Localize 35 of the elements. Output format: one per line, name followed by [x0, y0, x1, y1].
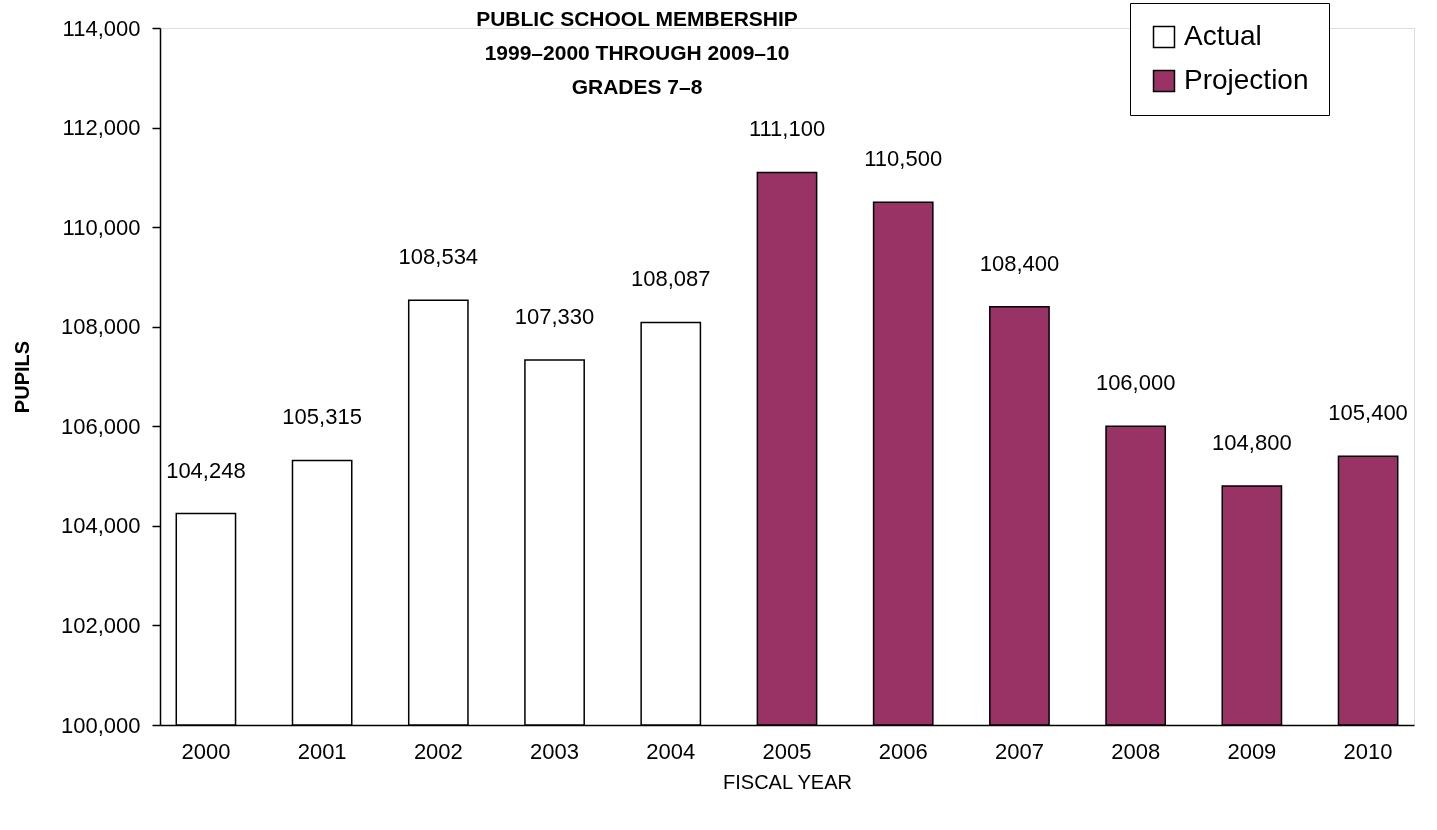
x-tick-label: 2007 — [994, 738, 1044, 764]
x-tick-label: 2006 — [878, 738, 928, 764]
y-axis-title: PUPILS — [10, 340, 33, 414]
x-tick-label: 2004 — [646, 738, 696, 764]
data-label: 104,248 — [166, 457, 246, 483]
x-tick-label: 2001 — [297, 738, 347, 764]
legend-label: Actual — [1184, 20, 1262, 51]
data-label: 108,087 — [631, 266, 711, 292]
x-tick-label: 2000 — [181, 738, 231, 764]
data-label: 105,400 — [1328, 400, 1408, 426]
y-tick-label: 104,000 — [60, 513, 141, 539]
x-tick-label: 2009 — [1227, 738, 1277, 764]
x-tick-label: 2005 — [762, 738, 812, 764]
text: PUBLIC SCHOOL MEMBERSHIP 1999–2000 THROUGH 2009–10 GRADES 7–8 — [476, 6, 798, 98]
data-label: 104,800 — [1212, 430, 1292, 456]
data-label: 111,100 — [748, 116, 826, 142]
data-label: 106,000 — [1095, 370, 1176, 396]
y-tick-label: 114,000 — [62, 15, 141, 41]
data-label: 108,534 — [398, 244, 479, 270]
x-tick-label: 2008 — [1111, 738, 1161, 764]
y-tick-label: 108,000 — [60, 314, 141, 340]
y-tick-label: 100,000 — [60, 712, 141, 738]
data-label: 108,400 — [979, 250, 1060, 276]
x-tick-label: 2010 — [1343, 738, 1393, 764]
data-label: 105,315 — [282, 404, 362, 430]
data-label: 110,500 — [864, 146, 943, 172]
y-tick-label: 102,000 — [60, 612, 141, 638]
data-label: 107,330 — [514, 304, 595, 330]
y-tick-label: 106,000 — [60, 413, 141, 439]
x-tick-label: 2003 — [530, 738, 580, 764]
y-tick-label: 110,000 — [62, 214, 141, 240]
x-axis-title: FISCAL YEAR — [723, 770, 852, 793]
y-tick-label: 112,000 — [62, 115, 141, 141]
legend-label: Projection — [1184, 64, 1309, 95]
x-tick-label: 2002 — [413, 738, 463, 764]
